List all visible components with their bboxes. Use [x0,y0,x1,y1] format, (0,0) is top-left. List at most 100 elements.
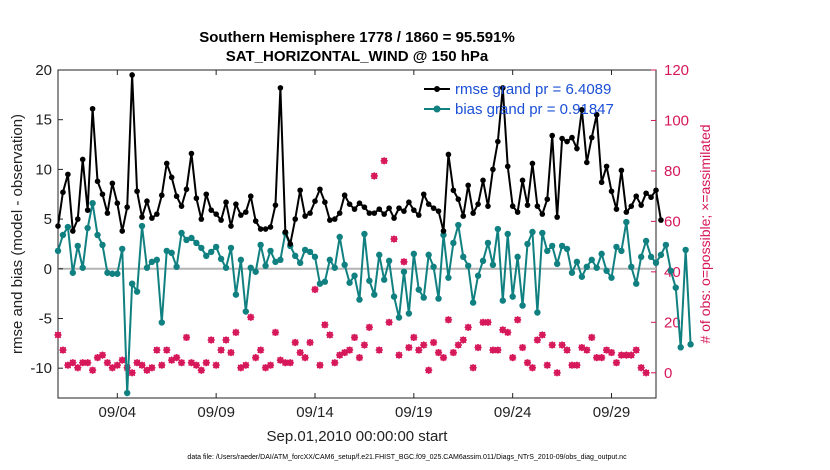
rmse-point [499,85,506,91]
obs-assimilated-point [281,359,289,367]
bias-point [138,222,146,230]
bias-point [494,225,502,233]
bias-point [94,231,101,239]
x-tick-label: 09/09 [197,404,235,421]
obs-assimilated-point [627,351,635,359]
bias-point [450,239,457,247]
obs-assimilated-point [331,359,339,367]
bias-point [455,221,462,229]
y-tick-label-left: 20 [35,62,52,79]
chart-title: Southern Hemisphere 1778 / 1860 = 95.591… [199,29,515,46]
bias-point [593,264,600,271]
obs-assimilated-point [568,361,576,369]
rmse-point [134,188,140,195]
x-axis-label: Sep.01,2010 00:00:00 start [267,428,449,445]
bias-point [292,252,299,260]
obs-assimilated-point [350,333,359,342]
rmse-point [366,210,373,216]
bias-point [608,274,615,281]
rmse-point [524,202,531,208]
bias-point [351,272,358,279]
obs-assimilated-point [336,351,344,359]
bias-point [544,247,551,255]
obs-assimilated-point [509,354,517,362]
obs-assimilated-point [469,364,477,372]
bias-point [123,389,131,397]
bias-point [296,259,304,267]
obs-assimilated-point [474,343,482,352]
rmse-point [440,228,447,234]
rmse-point [618,167,625,174]
legend: rmse grand pr = 6.4089 bias grand pr = 0… [424,81,614,118]
bias-point [306,248,314,256]
rmse-point [297,187,303,194]
rmse-point [564,138,570,145]
obs-assimilated-point [444,316,453,324]
obs-assimilated-point [197,366,205,374]
rmse-point [549,132,556,139]
rmse-point [104,210,111,216]
obs-assimilated-point [301,354,309,362]
rmse-point [401,208,407,214]
obs-assimilated-point [271,328,280,336]
rmse-point [509,203,516,209]
bias-point [59,231,67,239]
rmse-point [79,156,86,163]
bias-point [642,237,650,245]
rmse-point [109,180,116,187]
bias-point [677,344,684,351]
obs-assimilated-point [573,361,581,369]
rmse-point [346,201,353,207]
x-tick-label: 09/14 [296,404,334,421]
rmse-point [391,215,397,221]
rmse-point [559,135,565,142]
bias-point [509,293,516,300]
obs-assimilated-point [148,364,156,372]
rmse-point [396,205,402,211]
obs-assimilated-point [59,346,67,354]
bias-point [104,269,111,276]
rmse-point [598,179,605,186]
rmse-point [65,171,71,178]
bias-point [267,247,274,255]
rmse-point [119,228,126,234]
bias-point [54,247,62,255]
y-tick-label-left: 0 [44,261,52,278]
obs-assimilated-point [143,366,151,374]
rmse-point [648,194,654,201]
rmse-point [504,163,511,170]
obs-assimilated-point [543,361,551,369]
obs-assimilated-point [311,285,319,294]
rmse-point [351,206,358,212]
obs-assimilated-point [177,359,186,367]
obs-assimilated-point [489,346,497,354]
obs-assimilated-point [494,346,502,354]
obs-assimilated-point [504,328,512,336]
obs-assimilated-point [103,359,112,367]
obs-assimilated-point [598,354,606,362]
rmse-point [327,217,333,223]
obs-assimilated-point [385,318,393,326]
rmse-point [173,193,180,200]
y-tick-label-left: -5 [39,310,52,327]
bias-point [232,291,240,298]
bias-point [114,270,121,277]
rmse-point [569,134,575,141]
rmse-point [277,85,284,91]
obs-assimilated-point [54,331,62,339]
bias-point [69,269,77,276]
legend-bias-marker [433,105,441,113]
rmse-point [588,134,595,141]
bias-point [262,262,269,270]
rmse-point [495,138,501,145]
bias-point [588,256,595,264]
bias-point [440,231,447,239]
bias-point [583,263,591,270]
rmse-series [55,72,664,248]
bias-point [445,274,452,281]
obs-assimilated-point [113,361,121,369]
bias-point [380,276,388,283]
rmse-point [312,198,318,204]
obs-assimilated-point [291,338,299,347]
bias-point [168,249,175,257]
